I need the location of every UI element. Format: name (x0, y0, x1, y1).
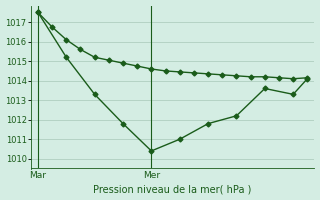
X-axis label: Pression niveau de la mer( hPa ): Pression niveau de la mer( hPa ) (93, 184, 252, 194)
